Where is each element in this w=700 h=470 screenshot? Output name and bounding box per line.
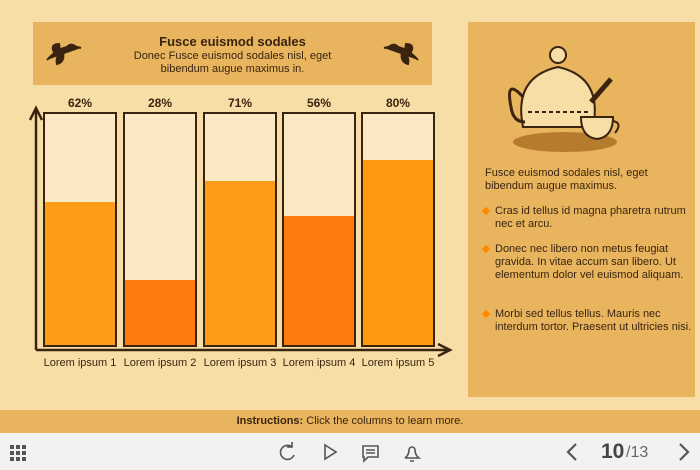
column[interactable]	[43, 112, 117, 347]
bullet-item: Morbi sed tellus tellus. Mauris nec inte…	[482, 308, 695, 334]
notes-button[interactable]	[362, 445, 379, 463]
bar	[125, 280, 195, 345]
category-label: Lorem ipsum 5	[361, 357, 435, 369]
category-label: Lorem ipsum 3	[203, 357, 277, 369]
category-label: Lorem ipsum 4	[282, 357, 356, 369]
toolbar-icons	[10, 442, 690, 463]
replay-button[interactable]	[279, 442, 295, 461]
bullet-item: Donec nec libero non metus feugiat gravi…	[482, 243, 695, 282]
bell-button[interactable]	[404, 446, 422, 462]
teapot-illustration	[508, 46, 620, 152]
value-label: 71%	[227, 96, 253, 110]
page-current: 10	[601, 440, 625, 463]
value-label: 80%	[385, 96, 411, 110]
column[interactable]	[282, 112, 356, 347]
page-total: /13	[626, 444, 649, 461]
play-button[interactable]	[324, 443, 338, 461]
category-label: Lorem ipsum 1	[43, 357, 117, 369]
column[interactable]	[361, 112, 435, 347]
bullet-item: Cras id tellus id magna pharetra rutrum …	[482, 205, 695, 231]
bar	[284, 215, 354, 345]
prev-button[interactable]	[566, 443, 577, 461]
next-button[interactable]	[679, 443, 690, 461]
header: Fusce euismod sodales Donec Fusce euismo…	[33, 22, 432, 85]
subtitle: Donec Fusce euismod sodales nisl, eget b…	[133, 50, 332, 75]
value-label: 28%	[147, 96, 173, 110]
value-label: 56%	[306, 96, 332, 110]
column[interactable]	[203, 112, 277, 347]
instructions-label: Instructions:	[236, 415, 304, 427]
value-label: 62%	[67, 96, 93, 110]
leaf-icon	[46, 42, 82, 66]
side-panel: Fusce euismod sodales nisl, eget bibendu…	[468, 22, 695, 397]
category-label: Lorem ipsum 2	[123, 357, 197, 369]
instructions-text: Click the columns to learn more.	[306, 415, 464, 427]
instructions: Instructions: Click the columns to learn…	[0, 410, 700, 433]
column[interactable]	[123, 112, 197, 347]
bar	[205, 181, 275, 345]
bar	[45, 201, 115, 345]
menu-button[interactable]	[10, 445, 26, 461]
bar	[363, 160, 433, 345]
title: Fusce euismod sodales	[159, 34, 306, 49]
axes	[28, 105, 453, 358]
leaf-icon	[383, 42, 419, 66]
toolbar: 10 /13	[0, 433, 700, 470]
panel-intro: Fusce euismod sodales nisl, eget bibendu…	[485, 167, 648, 192]
